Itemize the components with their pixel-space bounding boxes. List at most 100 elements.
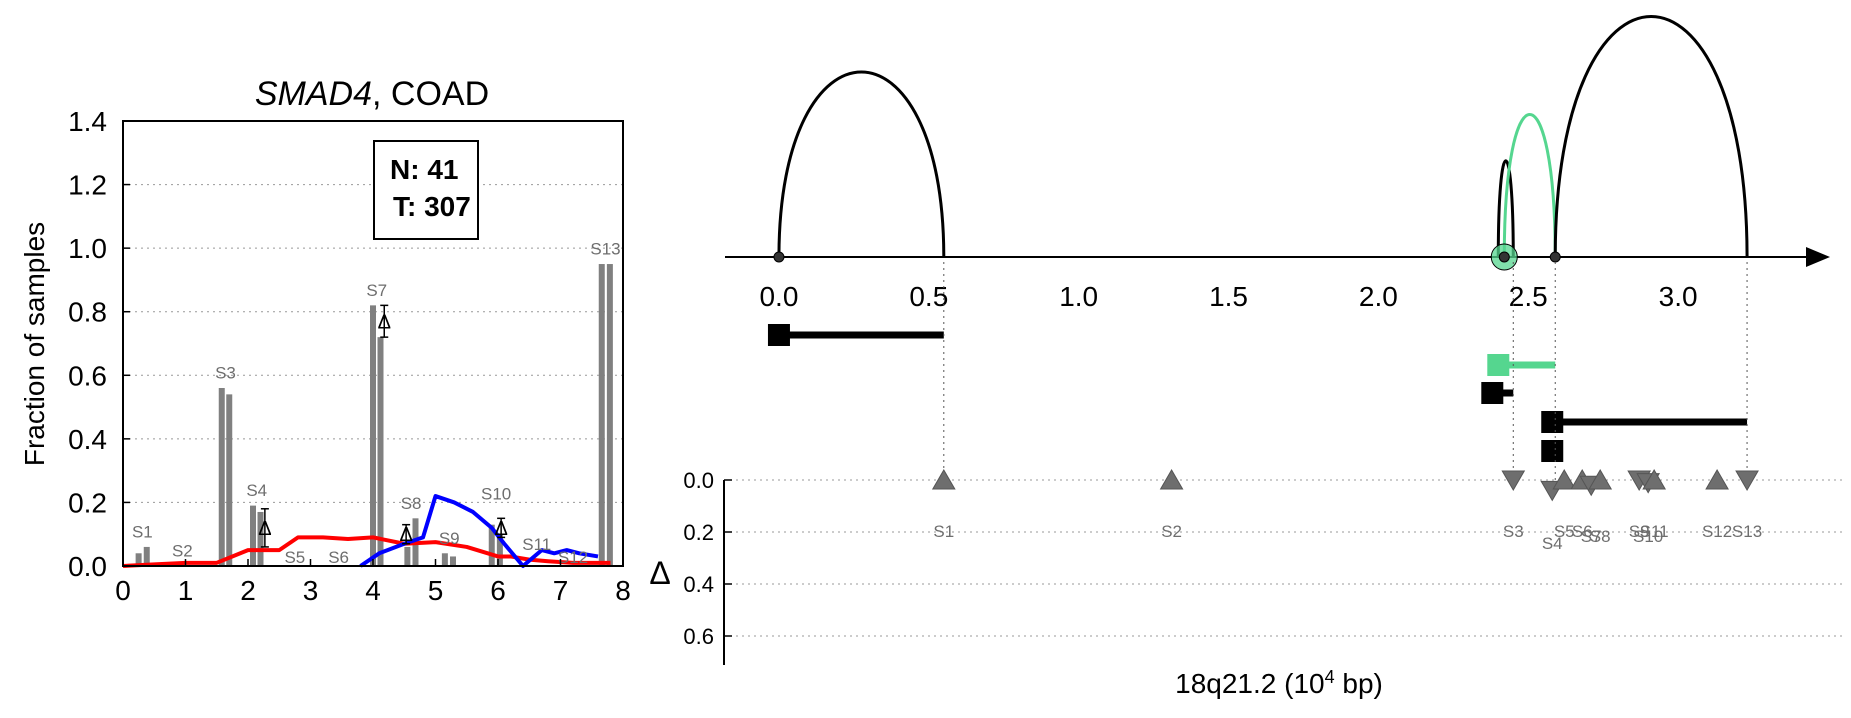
splice-arc	[1496, 159, 1515, 258]
left-bar	[377, 337, 384, 566]
left-bar	[257, 511, 264, 566]
left-bar	[606, 264, 613, 566]
left-bar	[226, 394, 233, 566]
left-delta-marker: Δ	[378, 311, 391, 333]
delta-triangle-marker	[1642, 469, 1667, 490]
delta-marker-label: S10	[1633, 527, 1663, 546]
splice-arc	[1502, 113, 1557, 258]
left-x-tick-label: 8	[615, 575, 631, 606]
genome-axis-label: 18q21.2 (104 bp)	[1175, 667, 1383, 699]
right-diagram: 0.0 0.5 1.0 1.5 2.0 2.5 3.0 0.00.20.40.6 S1 S2 S…	[649, 15, 1845, 699]
delta-tick-label: 0.0	[683, 468, 714, 493]
isoform-tracks	[767, 324, 1748, 462]
isoform-start-box	[767, 324, 790, 346]
delta-marker-label: S1	[933, 522, 954, 541]
delta-marker-label: S3	[1503, 522, 1524, 541]
left-series-line	[359, 494, 599, 568]
left-bar	[218, 388, 225, 566]
genome-tick-label: 1.5	[1209, 281, 1248, 312]
legend-line-tumor: T: 307	[393, 191, 471, 222]
left-y-tick-label: 1.4	[68, 106, 107, 137]
left-bars	[135, 264, 613, 566]
left-y-tick-label: 0.0	[68, 551, 107, 582]
left-bar	[441, 553, 448, 566]
left-y-tick-label: 0.2	[68, 487, 107, 518]
left-bar	[496, 534, 503, 566]
left-bar-label: S3	[215, 363, 236, 382]
left-bar	[250, 505, 256, 566]
left-bar-labels: S1 S2 S3 S4 S5 S6 S7 S8 S9 S10 S11 S12 S13	[132, 240, 621, 567]
left-bar	[450, 556, 456, 566]
genome-axis-ticks: 0.0 0.5 1.0 1.5 2.0 2.5 3.0	[759, 281, 1697, 312]
delta-triangle-marker	[1588, 469, 1613, 490]
left-series-lines	[122, 494, 611, 568]
delta-marker-label: S13	[1732, 522, 1762, 541]
left-bar-label: S8	[401, 494, 422, 513]
left-delta-markers: Δ Δ Δ Δ	[258, 304, 508, 548]
left-x-tick-label: 2	[240, 575, 256, 606]
delta-triangle-marker	[1552, 469, 1577, 490]
genome-label-prefix: 18q21.2 (10	[1175, 668, 1324, 699]
left-y-tick-label: 0.4	[68, 424, 107, 455]
genome-label-suffix: bp)	[1335, 668, 1383, 699]
legend-line-normal: N: 41	[390, 154, 458, 185]
isoform-start-box	[1487, 354, 1510, 376]
legend-box: N: 41 T: 307	[373, 140, 479, 240]
splice-node	[773, 251, 785, 263]
delta-tick-label: 0.6	[683, 624, 714, 649]
left-bar	[143, 546, 150, 566]
left-bar-label: S5	[284, 548, 305, 567]
delta-axis-ticks: 0.0 0.2 0.4 0.6	[683, 468, 732, 649]
left-x-tick-label: 3	[303, 575, 319, 606]
left-bar-label: S12	[558, 548, 588, 567]
left-series-line	[122, 535, 611, 568]
splice-node	[1498, 251, 1510, 263]
delta-marker-label: S9	[1629, 522, 1650, 541]
left-delta-marker: Δ	[494, 518, 507, 540]
left-x-tick-label: 4	[365, 575, 381, 606]
left-y-ticks: 0.0 0.2 0.4 0.6 0.8 1.0 1.2 1.4	[68, 106, 130, 582]
left-bar-label: S1	[132, 522, 153, 541]
delta-triangle-marker	[1501, 470, 1526, 491]
delta-gridlines	[724, 479, 1845, 637]
genome-tick-label: 3.0	[1659, 281, 1698, 312]
left-bar	[370, 305, 376, 566]
title-gene: SMAD4	[255, 75, 372, 113]
delta-marker-label: S6	[1572, 522, 1593, 541]
splice-arc	[1553, 15, 1749, 258]
splice-node	[1549, 251, 1561, 263]
left-bar-label: S10	[481, 484, 511, 503]
delta-triangle-marker	[1705, 469, 1729, 490]
left-x-ticks: 0 1 2 3 4 5 6 7 8	[115, 559, 631, 606]
left-y-axis-label: Fraction of samples	[19, 222, 50, 466]
delta-triangle-marker	[931, 469, 956, 490]
delta-marker-label: S12	[1702, 522, 1732, 541]
delta-axis-label: Δ	[649, 555, 670, 591]
genome-label-exponent: 4	[1325, 667, 1335, 687]
left-bar-chart: S1 S2 S3 S4 S5 S6 S7 S8 S9 S10 S11 S12 S13 Δ Δ Δ Δ 0 1 2 3…	[19, 75, 631, 606]
left-y-tick-label: 0.8	[68, 297, 107, 328]
isoform-start-box	[1481, 382, 1504, 404]
delta-tick-label: 0.4	[683, 572, 714, 597]
delta-marker-label: S2	[1161, 522, 1182, 541]
left-bar-label: S7	[366, 281, 387, 300]
left-bar-label: S2	[172, 541, 193, 560]
left-bar-label: S4	[246, 481, 267, 500]
left-x-tick-label: 0	[115, 575, 131, 606]
delta-marker-label: S11	[1640, 522, 1669, 541]
genome-tick-label: 0.0	[759, 281, 798, 312]
genome-tick-label: 2.5	[1509, 281, 1548, 312]
left-x-tick-label: 7	[553, 575, 569, 606]
genome-tick-label: 0.5	[909, 281, 948, 312]
left-x-tick-label: 1	[178, 575, 194, 606]
left-bar	[598, 264, 605, 566]
delta-marker-label: S8	[1590, 527, 1611, 546]
left-chart-title: SMAD4, COAD	[255, 75, 489, 113]
splice-arc	[777, 70, 946, 258]
delta-triangle-marker	[1159, 469, 1184, 490]
left-y-tick-label: 1.2	[68, 170, 107, 201]
delta-marker-label: S7	[1581, 527, 1602, 546]
title-suffix: , COAD	[372, 75, 489, 113]
